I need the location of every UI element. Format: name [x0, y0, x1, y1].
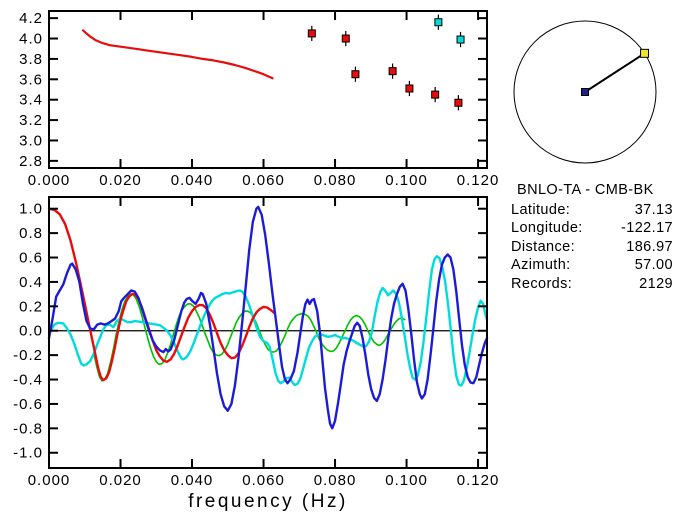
azimuth-marker-dot [640, 48, 650, 58]
x-tick-label: 0.100 [385, 172, 428, 189]
station-info-row: Longitude: -122.17 [511, 219, 693, 238]
x-tick-label: 0.060 [242, 472, 285, 489]
x-tick-label: 0.100 [385, 472, 428, 489]
station-info-panel: BNLO-TA - CMB-BK Latitude: 37.13 Longitude… [511, 181, 693, 293]
series-waveform-blue [47, 205, 489, 430]
station-info-value: 57.00 [634, 257, 673, 273]
y-tick-label: 0.4 [19, 274, 43, 291]
plot-frame [48, 196, 488, 469]
station-info-value: 37.13 [634, 201, 673, 218]
x-tick-label: 0.020 [99, 472, 142, 489]
station-info-label: Azimuth: [511, 257, 571, 273]
compass-circle [513, 20, 657, 164]
waveform-path-waveform-red [47, 207, 276, 382]
y-tick-label: 3.6 [19, 71, 43, 88]
y-tick-label: -0.4 [13, 372, 43, 389]
x-tick-label: 0.040 [171, 472, 214, 489]
x-tick-label: 0.000 [28, 172, 71, 189]
y-tick-label: 0.2 [19, 298, 43, 315]
x-tick-label: 0.120 [457, 172, 500, 189]
data-point-marker [456, 35, 465, 44]
station-info-row: Records: 2129 [511, 275, 693, 294]
data-point-marker [341, 34, 350, 43]
y-tick-label: 1.0 [19, 201, 43, 218]
data-point-marker [431, 90, 440, 99]
station-info-row: Distance: 186.97 [511, 238, 693, 257]
waveform-path-waveform-green [92, 293, 406, 382]
station-info-label: Longitude: [511, 220, 583, 236]
series-waveform-cyan [47, 255, 489, 387]
x-tick-label: 0.080 [314, 172, 357, 189]
y-tick-label: 3.8 [19, 51, 43, 68]
x-tick-label: 0.020 [99, 172, 142, 189]
x-tick-label: 0.040 [171, 172, 214, 189]
waveform-path-waveform-cyan [47, 255, 489, 387]
dispersion-plot: 0.000 0.020 0.040 0.060 0.080 0.100 0.120 4.2 4.… [19, 10, 500, 189]
data-point-marker [434, 18, 443, 27]
y-tick-label: 4.0 [19, 31, 43, 48]
station-info-label: Distance: [511, 238, 576, 255]
station-info-value: 2129 [639, 275, 673, 292]
y-tick-label: 2.8 [19, 153, 43, 170]
station-center-dot [581, 88, 589, 96]
series-waveform-green [92, 293, 406, 382]
x-axis-title: frequency (Hz) [188, 491, 348, 512]
azimuth-line [584, 52, 646, 93]
waveform-path-model-dispersion-curve [81, 29, 274, 80]
data-point-marker [307, 29, 316, 38]
station-pair-title: BNLO-TA - CMB-BK [517, 182, 654, 198]
data-point-marker [388, 67, 397, 76]
correlation-plot: 0.000 0.020 0.040 0.060 0.080 0.100 0.120 1.0 0.… [13, 196, 500, 512]
station-info-row: Azimuth: 57.00 [511, 256, 693, 275]
data-point-marker [405, 84, 414, 93]
x-tick-label: 0.000 [28, 472, 71, 489]
y-tick-label: -1.0 [13, 445, 43, 462]
y-tick-label: 0.8 [19, 225, 43, 242]
station-info-rows: Latitude: 37.13 Longitude: -122.17 Distance:… [511, 201, 693, 294]
series-model-dispersion-curve [81, 29, 274, 80]
station-info-row: Latitude: 37.13 [511, 201, 693, 220]
station-info-value: -122.17 [621, 220, 673, 236]
series-measured-points-red [307, 25, 463, 111]
waveform-path-waveform-blue [47, 205, 489, 430]
azimuth-compass [513, 20, 657, 164]
x-tick-label: 0.060 [242, 172, 285, 189]
y-tick-label: -0.8 [13, 420, 43, 437]
y-tick-label: 0.0 [19, 323, 43, 340]
series-waveform-red [47, 207, 276, 382]
plot-frame [48, 10, 488, 169]
x-tick-label: 0.080 [314, 472, 357, 489]
y-tick-label: -0.6 [13, 396, 43, 413]
series-measured-points-cyan [434, 14, 465, 48]
y-tick-label: -0.2 [13, 347, 43, 364]
x-tick-label: 0.120 [457, 472, 500, 489]
y-tick-label: 0.6 [19, 250, 43, 267]
y-tick-label: 3.0 [19, 132, 43, 149]
station-info-label: Latitude: [511, 201, 571, 218]
data-point-marker [351, 70, 360, 79]
y-tick-label: 3.2 [19, 112, 43, 129]
y-tick-label: 3.4 [19, 92, 43, 109]
data-point-marker [454, 98, 463, 107]
y-tick-label: 4.2 [19, 10, 43, 27]
station-info-label: Records: [511, 275, 573, 292]
station-info-value: 186.97 [626, 238, 673, 255]
